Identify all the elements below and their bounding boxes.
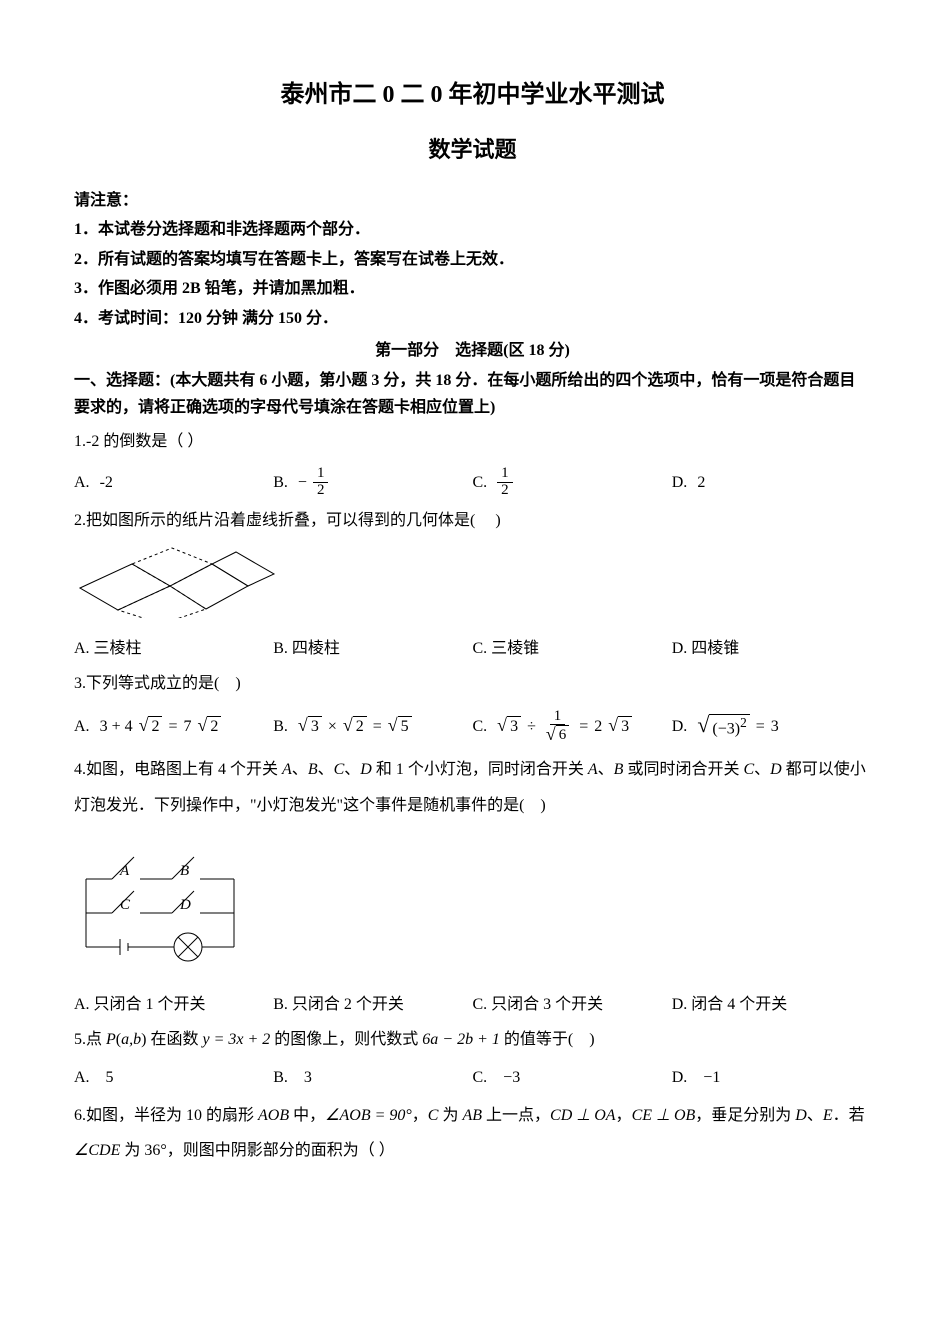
option-label: D. (672, 470, 688, 496)
q2-option-a: A. 三棱柱 (74, 636, 273, 662)
sqrt: √(−3)2 (697, 714, 749, 739)
sqrt: √2 (198, 716, 222, 736)
math-text: = (373, 714, 382, 740)
option-label: C. (473, 470, 488, 496)
q4-figure: A B C D (76, 835, 871, 979)
option-label: C. (473, 714, 488, 740)
exam-subtitle: 数学试题 (74, 132, 871, 167)
q4-option-c: C. 只闭合 3 个开关 (473, 992, 672, 1018)
numerator: 1 (550, 709, 566, 726)
option-value: A. 5 (74, 1065, 114, 1091)
option-label: D. (672, 714, 688, 740)
notice-heading: 请注意： (74, 188, 871, 214)
q1-option-a: A. -2 (74, 470, 273, 496)
math-text: = (168, 714, 177, 740)
math-text: 3 (771, 714, 779, 740)
circuit-label-d: D (179, 897, 191, 913)
question-1-options: A. -2 B. − 1 2 C. 1 2 D. 2 (74, 466, 871, 499)
fraction: 1 √6 (542, 709, 573, 745)
q5-option-d: D. −1 (672, 1065, 871, 1091)
option-value: D. 四棱锥 (672, 636, 740, 662)
circuit-label-b: B (180, 863, 189, 879)
q3-option-c: C. √3 ÷ 1 √6 = 2 √3 (473, 709, 672, 745)
option-label: A. (74, 714, 90, 740)
section-instruction: 一、选择题：(本大题共有 6 小题，第小题 3 分，共 18 分．在每小题所给出… (74, 367, 871, 421)
question-2-options: A. 三棱柱 B. 四棱柱 C. 三棱锥 D. 四棱锥 (74, 636, 871, 662)
sqrt: √3 (298, 716, 322, 736)
option-value: A. 三棱柱 (74, 636, 142, 662)
q4-option-d: D. 闭合 4 个开关 (672, 992, 871, 1018)
part-header: 第一部分 选择题(区 18 分) (74, 338, 871, 364)
sqrt: √2 (139, 716, 163, 736)
circuit-svg: A B C D (76, 835, 246, 970)
q4-option-a: A. 只闭合 1 个开关 (74, 992, 273, 1018)
question-5-text: 5.点 P(a,b) 在函数 y = 3x + 2 的图像上，则代数式 6a −… (74, 1026, 871, 1055)
q2-figure (76, 546, 871, 627)
q2-option-b: B. 四棱柱 (273, 636, 472, 662)
sqrt: √3 (497, 716, 521, 736)
denominator: √6 (542, 725, 573, 744)
circuit-label-a: A (119, 863, 130, 879)
q3-option-b: B. √3 × √2 = √5 (273, 714, 472, 740)
q1-option-c: C. 1 2 (473, 466, 672, 499)
option-value: D. 闭合 4 个开关 (672, 992, 788, 1018)
notice-item: 4．考试时间：120 分钟 满分 150 分． (74, 306, 871, 332)
denominator: 2 (497, 483, 513, 499)
q1-option-b: B. − 1 2 (273, 466, 472, 499)
option-value: C. −3 (473, 1065, 521, 1091)
sqrt: √3 (608, 716, 632, 736)
q4-option-b: B. 只闭合 2 个开关 (273, 992, 472, 1018)
option-value: C. 三棱锥 (473, 636, 540, 662)
question-5-options: A. 5 B. 3 C. −3 D. −1 (74, 1065, 871, 1091)
math-text: ÷ (527, 714, 536, 740)
question-4-options: A. 只闭合 1 个开关 B. 只闭合 2 个开关 C. 只闭合 3 个开关 D… (74, 992, 871, 1018)
q3-option-d: D. √(−3)2 = 3 (672, 714, 871, 740)
sqrt: √2 (343, 716, 367, 736)
notice-item: 1．本试卷分选择题和非选择题两个部分． (74, 217, 871, 243)
fraction: 1 2 (497, 466, 513, 499)
math-text: 7 (184, 714, 192, 740)
notice-item: 3．作图必须用 2B 铅笔，并请加黑加粗． (74, 276, 871, 302)
q2-option-c: C. 三棱锥 (473, 636, 672, 662)
denominator: 2 (313, 483, 329, 499)
net-svg (76, 546, 276, 618)
numerator: 1 (313, 466, 329, 483)
numerator: 1 (497, 466, 513, 483)
q2-option-d: D. 四棱锥 (672, 636, 871, 662)
q5-option-a: A. 5 (74, 1065, 273, 1091)
q3-option-a: A. 3 + 4 √2 = 7 √2 (74, 714, 273, 740)
question-6-text: 6.如图，半径为 10 的扇形 AOB 中，∠AOB = 90°，C 为 AB … (74, 1098, 871, 1168)
sqrt: √5 (388, 716, 412, 736)
question-3-text: 3.下列等式成立的是( ) (74, 670, 871, 699)
option-label: B. (273, 714, 288, 740)
option-value: B. 四棱柱 (273, 636, 340, 662)
question-2-text: 2.把如图所示的纸片沿着虚线折叠，可以得到的几何体是( ) (74, 507, 871, 536)
option-value: -2 (100, 470, 113, 496)
question-3-options: A. 3 + 4 √2 = 7 √2 B. √3 × √2 = √5 C. √3… (74, 709, 871, 745)
math-text: = (579, 714, 588, 740)
math-text: 3 + 4 (100, 714, 133, 740)
fraction: 1 2 (313, 466, 329, 499)
exam-title: 泰州市二 0 二 0 年初中学业水平测试 (74, 76, 871, 114)
option-value: B. 只闭合 2 个开关 (273, 992, 404, 1018)
q5-option-b: B. 3 (273, 1065, 472, 1091)
question-4-text: 4.如图，电路图上有 4 个开关 A、B、C、D 和 1 个小灯泡，同时闭合开关… (74, 752, 871, 822)
option-value: C. 只闭合 3 个开关 (473, 992, 604, 1018)
circuit-label-c: C (120, 897, 131, 913)
math-text: × (328, 714, 337, 740)
math-text: = (756, 714, 765, 740)
option-value: A. 只闭合 1 个开关 (74, 992, 206, 1018)
negative-sign: − (298, 470, 307, 496)
option-value: D. −1 (672, 1065, 721, 1091)
q1-option-d: D. 2 (672, 470, 871, 496)
math-text: 2 (594, 714, 602, 740)
q5-option-c: C. −3 (473, 1065, 672, 1091)
question-1-text: 1.-2 的倒数是（ ） (74, 428, 871, 457)
option-value: B. 3 (273, 1065, 312, 1091)
option-label: B. (273, 470, 288, 496)
notice-item: 2．所有试题的答案均填写在答题卡上，答案写在试卷上无效． (74, 247, 871, 273)
option-value: 2 (697, 470, 705, 496)
option-label: A. (74, 470, 90, 496)
